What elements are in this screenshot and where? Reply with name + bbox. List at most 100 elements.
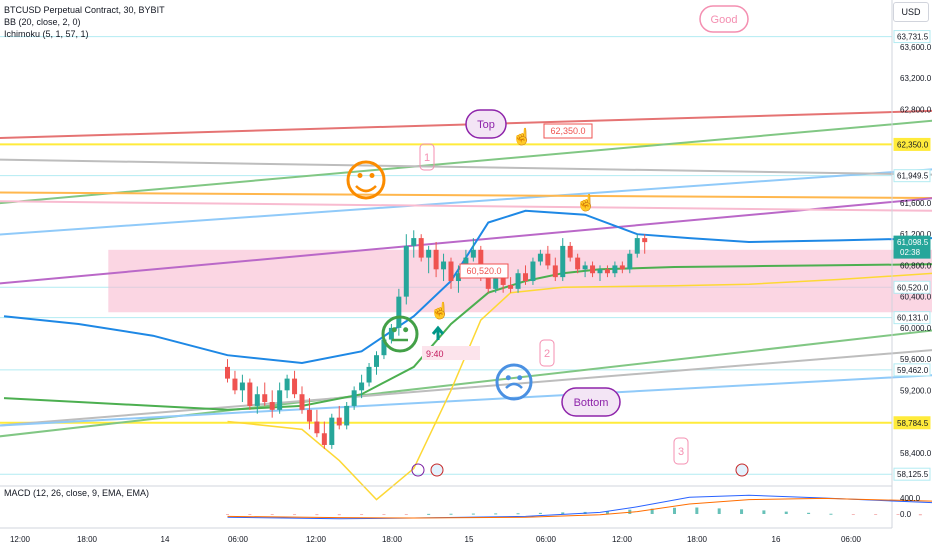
dizzy-face-icon-eye	[517, 375, 523, 381]
candle-body	[597, 269, 603, 274]
macd-histogram-bar	[829, 513, 833, 515]
macd-histogram-bar	[315, 514, 319, 516]
candle-body	[455, 273, 461, 282]
pointer-hand-icon: ☝	[430, 301, 450, 320]
macd-histogram-bar	[471, 513, 475, 515]
trend-line	[0, 191, 932, 199]
price-label: 61,949.5	[897, 172, 929, 181]
neutral-face-icon-eye	[403, 327, 409, 333]
candle	[262, 382, 268, 406]
macd-histogram-bar	[449, 513, 453, 515]
candle	[336, 405, 342, 430]
price-label-box	[893, 311, 931, 325]
macd-legend[interactable]: MACD (12, 26, close, 9, EMA, EMA)	[4, 488, 150, 498]
candle	[306, 398, 312, 430]
candle-body	[485, 277, 491, 289]
step-2-box	[539, 339, 555, 367]
y-tick-label: 60,000.0	[900, 324, 932, 333]
x-tick-label: 14	[161, 535, 170, 544]
candle-body	[604, 269, 610, 274]
candle-body	[500, 277, 506, 285]
candle-body	[374, 355, 379, 367]
dizzy-face-icon-eye	[505, 375, 511, 381]
macd-histogram-bar	[851, 514, 855, 515]
candle-body	[269, 402, 275, 410]
price-label-box	[893, 30, 931, 44]
candle	[411, 230, 417, 258]
trend-line	[0, 197, 932, 285]
macd-histogram-bar	[270, 514, 274, 515]
candle-body	[359, 382, 365, 391]
dizzy-face-icon	[495, 363, 533, 401]
candle	[634, 234, 640, 258]
candle	[426, 245, 432, 274]
candle-body	[344, 405, 350, 426]
candle	[388, 323, 394, 344]
callout-low-text: 60,520.0	[466, 266, 501, 276]
candle	[619, 261, 625, 274]
step-1-text: 1	[424, 152, 430, 164]
candle-body	[329, 417, 335, 445]
happy-face-icon-mouth	[355, 185, 377, 193]
price-label: 60,131.0	[897, 314, 929, 323]
x-tick-label: 16	[772, 535, 781, 544]
candle	[247, 378, 253, 410]
trend-line	[0, 158, 932, 176]
candle-body	[262, 394, 268, 403]
happy-face-icon-eye	[357, 173, 363, 178]
candle	[642, 234, 648, 254]
flag-icon	[735, 463, 749, 477]
candle-body	[634, 238, 640, 254]
trend-line	[0, 349, 932, 427]
candle	[277, 382, 283, 414]
macd-histogram-bar	[516, 513, 520, 515]
candle-body	[493, 277, 499, 289]
bb-indicator-label[interactable]: BB (20, close, 2, 0)	[4, 17, 81, 27]
price-label: 60,520.0	[897, 283, 929, 292]
price-label: 62,350.0	[897, 140, 929, 149]
candle	[567, 242, 573, 262]
candle-body	[523, 273, 528, 282]
candle	[292, 370, 298, 399]
candle-body	[478, 249, 484, 278]
candle	[604, 265, 610, 278]
candle-body	[388, 327, 394, 340]
candle-body	[612, 265, 618, 274]
candle	[366, 363, 372, 387]
price-label-box	[893, 235, 931, 259]
good-annotation-text: Good	[711, 14, 738, 26]
macd-y-tick: 0.0	[900, 510, 912, 519]
candle-body	[433, 249, 439, 270]
candle-body	[366, 366, 372, 383]
candle-body	[575, 257, 581, 270]
candle	[597, 265, 603, 282]
x-tick-label: 12:00	[306, 535, 327, 544]
pointer-hand-icon: ☝	[512, 127, 532, 146]
candle	[590, 261, 596, 278]
macd-histogram-bar	[896, 514, 900, 515]
time-label-bg	[422, 346, 480, 360]
good-annotation-bubble	[699, 5, 749, 33]
lightning-icon	[411, 463, 425, 477]
macd-histogram-bar	[427, 513, 431, 515]
currency-button[interactable]: USD	[893, 2, 929, 22]
countdown-label: 02:38	[900, 248, 921, 257]
bottom-annotation-bubble	[561, 387, 621, 417]
candle-body	[232, 378, 238, 391]
candle	[314, 409, 320, 438]
candle-body	[299, 394, 305, 410]
price-label-box	[893, 280, 931, 294]
price-label-box	[893, 169, 931, 183]
candle-body	[441, 261, 447, 270]
candle-body	[515, 273, 521, 289]
y-tick-label: 59,200.0	[900, 386, 932, 395]
ichimoku-indicator-label[interactable]: Ichimoku (5, 1, 57, 1)	[4, 29, 89, 39]
macd-histogram-bar	[918, 514, 922, 516]
trend-line	[0, 119, 932, 205]
candle	[396, 288, 402, 336]
x-tick-label: 12:00	[612, 535, 633, 544]
price-label: 63,731.5	[897, 33, 929, 42]
candle-body	[277, 390, 283, 410]
candle	[582, 261, 588, 278]
